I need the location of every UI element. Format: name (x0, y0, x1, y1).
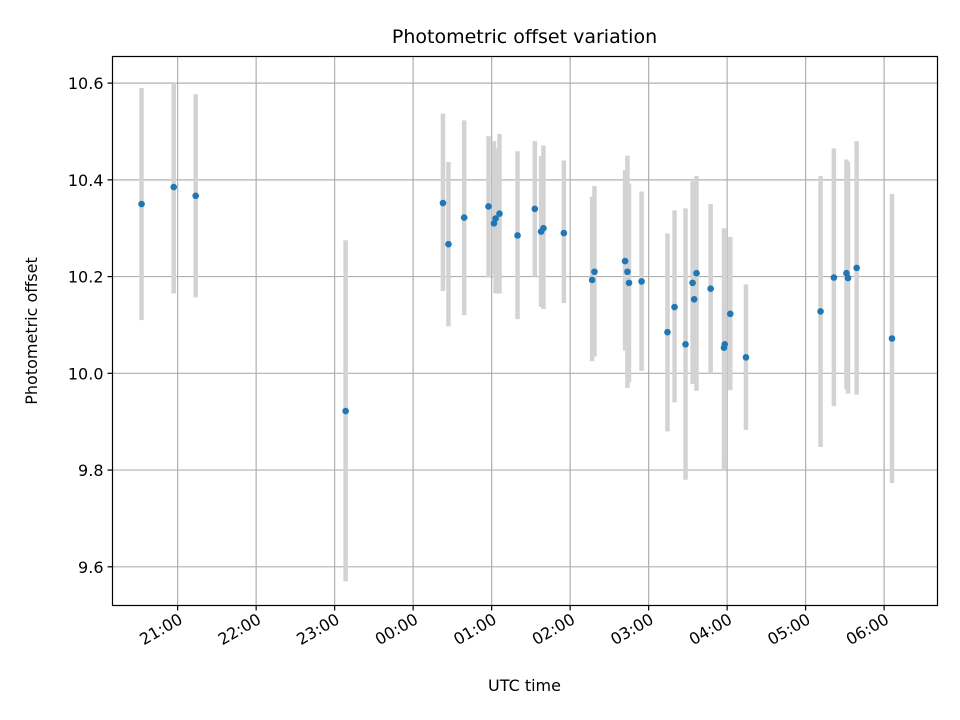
data-point (514, 232, 521, 239)
data-points (138, 183, 896, 415)
y-axis: 9.6 9.8 10.0 10.2 10.4 10.6 (68, 74, 113, 577)
data-point (170, 183, 178, 191)
y-tick-label: 10.6 (68, 74, 104, 93)
data-point (664, 328, 671, 336)
data-point (888, 335, 896, 342)
data-point (138, 200, 145, 208)
y-tick-label: 9.8 (78, 461, 103, 480)
data-point (540, 224, 547, 232)
data-point (853, 264, 860, 272)
data-point (485, 203, 492, 210)
x-axis-title: UTC time (488, 676, 561, 695)
data-point (693, 269, 700, 277)
data-point (439, 199, 447, 207)
data-point (817, 308, 824, 315)
data-point (531, 205, 539, 213)
data-point (726, 310, 734, 318)
data-point (638, 278, 645, 285)
data-point (460, 214, 468, 221)
data-point (492, 215, 499, 222)
data-point (707, 285, 714, 292)
y-tick-label: 10.2 (68, 268, 104, 287)
data-point (496, 210, 503, 218)
plot-area-frame (111, 55, 939, 607)
data-point (624, 268, 631, 276)
data-point (192, 192, 200, 200)
y-tick-label: 9.6 (78, 558, 103, 577)
chart-title: Photometric offset variation (392, 26, 657, 48)
y-tick-label: 10.4 (68, 171, 104, 190)
data-point (721, 341, 729, 348)
data-point (682, 341, 689, 348)
data-point (830, 274, 838, 281)
data-point (671, 303, 678, 311)
data-point (591, 268, 598, 276)
data-point (342, 407, 349, 415)
data-point (588, 276, 596, 284)
data-point (742, 354, 750, 361)
data-point (844, 274, 852, 282)
grid (112, 56, 938, 606)
y-tick-label: 10.0 (68, 364, 104, 383)
y-axis-title: Photometric offset (22, 257, 41, 405)
data-point (625, 279, 633, 287)
data-point (689, 279, 696, 287)
data-point (690, 296, 698, 303)
data-point (560, 229, 568, 237)
data-point (445, 240, 452, 248)
data-point (621, 257, 629, 265)
